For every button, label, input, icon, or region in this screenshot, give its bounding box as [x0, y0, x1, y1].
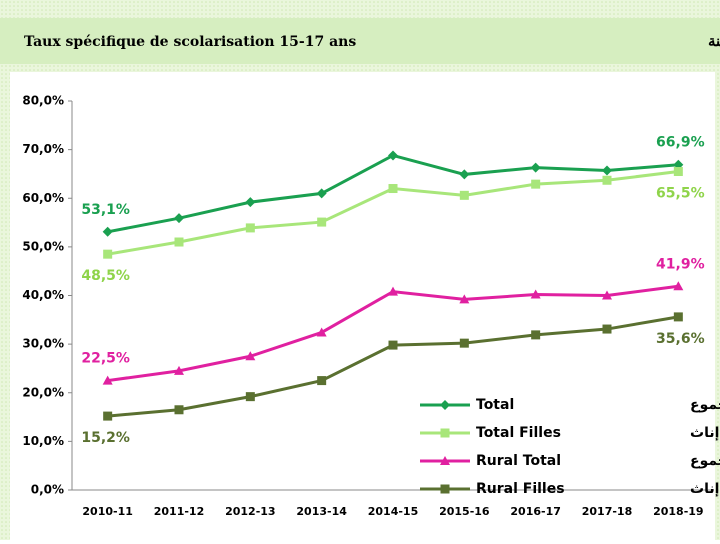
y-tick-label: 60,0%: [22, 191, 64, 205]
point: [602, 324, 612, 334]
x-tick-label: 2018-19: [653, 505, 704, 518]
legend-label: Rural Total: [476, 453, 561, 469]
legend-label: Total Filles: [476, 425, 561, 441]
x-tick-label: 2012-13: [225, 505, 276, 518]
legend-marker: [440, 456, 450, 465]
point: [602, 165, 612, 176]
point: [530, 289, 541, 299]
point: [459, 338, 469, 348]
point: [316, 327, 327, 337]
point: [459, 169, 470, 180]
point: [317, 376, 327, 386]
point: [174, 365, 184, 375]
point: [174, 237, 184, 247]
plot-area: [10, 72, 715, 540]
y-tick-label: 50,0%: [22, 239, 64, 253]
point: [388, 184, 398, 194]
data-label: 41,9%: [656, 256, 705, 272]
x-tick-label: 2010-11: [82, 505, 133, 518]
point: [673, 312, 683, 322]
y-tick-label: 80,0%: [22, 94, 64, 108]
data-label: 22,5%: [81, 351, 130, 367]
point: [459, 190, 469, 200]
point: [174, 213, 184, 224]
point: [316, 188, 327, 199]
point: [102, 226, 113, 237]
x-tick-label: 2014-15: [368, 505, 419, 518]
point: [174, 405, 184, 415]
point: [103, 411, 113, 421]
legend-label-ar: قروي إناث: [690, 481, 720, 498]
point: [245, 197, 256, 208]
point: [317, 217, 327, 227]
data-label: 53,1%: [81, 202, 130, 218]
point: [531, 330, 541, 340]
legend-marker: [440, 484, 450, 494]
x-tick-label: 2016-17: [510, 505, 561, 518]
x-tick-label: 2011-12: [154, 505, 205, 518]
legend-label-ar: المجموع: [690, 397, 720, 413]
point: [245, 351, 256, 361]
x-tick-label: 2015-16: [439, 505, 490, 518]
point: [602, 175, 612, 185]
chart-title-ar: نسبة تمدرس أطفال 15-17 سنة: [708, 30, 720, 50]
data-label: 15,2%: [81, 430, 130, 446]
legend-marker: [440, 400, 450, 410]
point: [102, 375, 113, 385]
point: [103, 249, 113, 259]
x-tick-label: 2013-14: [296, 505, 347, 518]
point: [245, 223, 255, 233]
point: [673, 281, 684, 291]
y-tick-label: 10,0%: [22, 434, 64, 448]
data-label: 66,9%: [656, 135, 705, 151]
point: [530, 162, 541, 173]
x-tick-label: 2017-18: [582, 505, 633, 518]
data-label: 65,5%: [656, 186, 705, 202]
legend-marker: [440, 428, 450, 438]
y-tick-label: 0,0%: [31, 483, 64, 497]
legend-label-ar: قروي المجموع: [690, 453, 720, 470]
y-tick-label: 30,0%: [22, 337, 64, 351]
point: [388, 286, 398, 296]
data-label: 35,6%: [656, 331, 705, 347]
point: [388, 150, 398, 161]
point: [673, 167, 683, 177]
y-tick-label: 70,0%: [22, 142, 64, 156]
header-bar: [0, 18, 720, 64]
legend-label: Rural Filles: [476, 481, 565, 497]
point: [245, 392, 255, 402]
y-tick-label: 40,0%: [22, 288, 64, 302]
legend-label-ar: المجموع إناث: [690, 425, 720, 441]
point: [602, 290, 612, 300]
y-tick-label: 20,0%: [22, 385, 64, 399]
chart-title: Taux spécifique de scolarisation 15-17 a…: [24, 34, 356, 50]
point: [459, 294, 470, 304]
point: [531, 179, 541, 189]
data-label: 48,5%: [81, 268, 130, 284]
point: [388, 340, 398, 350]
legend-label: Total: [476, 397, 514, 413]
